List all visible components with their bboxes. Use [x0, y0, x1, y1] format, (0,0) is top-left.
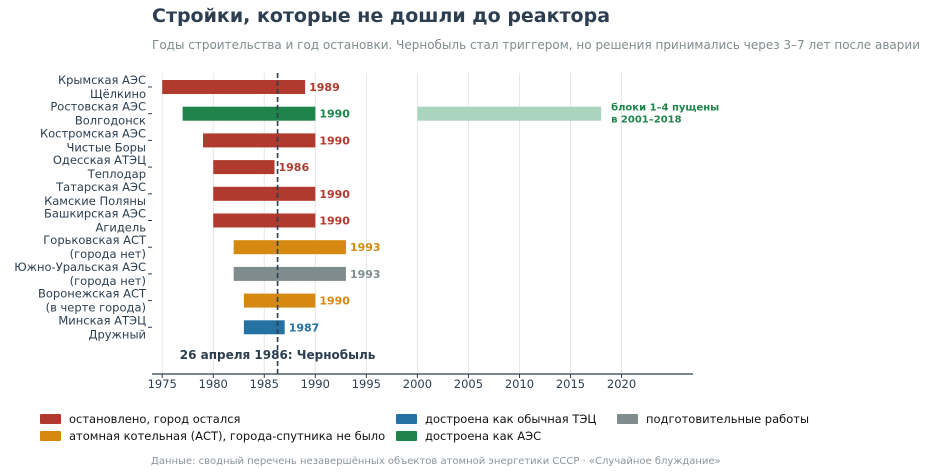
x-tick-label: 2020	[607, 377, 636, 391]
bar-value-label: 1990	[319, 295, 350, 308]
legend-item-prep: подготовительные работы	[617, 412, 809, 426]
x-tick-label: 2010	[505, 377, 534, 391]
bar	[233, 266, 346, 281]
chart-subtitle: Годы строительства и год остановки. Черн…	[152, 38, 920, 52]
row-city: Волгодонск	[75, 114, 146, 128]
legend-swatch	[40, 431, 61, 441]
row-label: Горьковская АСТ (города нет)	[43, 233, 147, 261]
row-label: Татарская АЭС Камские Поляны	[44, 180, 146, 208]
row-city: Камские Поляны	[44, 194, 146, 208]
bar	[182, 106, 316, 121]
bar	[213, 186, 316, 201]
x-tick-label: 1995	[352, 377, 381, 391]
bar-value-label: 1990	[319, 215, 350, 228]
legend-item-stopped: остановлено, город остался	[40, 412, 240, 426]
x-tick-label: 2015	[556, 377, 585, 391]
row-name: Башкирская АЭС	[44, 207, 146, 221]
row-name: Татарская АЭС	[55, 180, 146, 194]
chart-title: Стройки, которые не дошли до реактора	[152, 5, 611, 27]
bar	[203, 133, 316, 148]
row-label: Башкирская АЭС Агидель	[44, 207, 146, 235]
bar-value-label: 1993	[350, 241, 381, 254]
bar	[243, 320, 285, 335]
x-tick-label: 1980	[199, 377, 228, 391]
row-city: Щёлкино	[90, 87, 146, 101]
row-name: Ростовская АЭС	[50, 100, 146, 114]
row-city: (в черте города)	[46, 301, 146, 315]
legend-item-ast: атомная котельная (АСТ), города-спутника…	[40, 429, 385, 443]
legend-swatch	[396, 414, 417, 424]
row-label: Ростовская АЭС Волгодонск	[50, 100, 146, 128]
row-name: Крымская АЭС	[58, 73, 146, 87]
row-city: Теплодар	[87, 167, 146, 181]
bar	[213, 160, 275, 175]
row-name: Одесская АТЭЦ	[53, 153, 146, 167]
bar-value-label: 1990	[319, 134, 350, 147]
x-tick-label: 1990	[301, 377, 330, 391]
row-city: (города нет)	[70, 247, 146, 261]
bar	[233, 240, 346, 255]
x-tick-label: 1985	[250, 377, 279, 391]
row-city: (города нет)	[70, 274, 146, 288]
row-city: Агидель	[95, 221, 146, 235]
gantt-chart: 1975 1980 1985 1990 1995 2000 2005 2010 2015 2020…	[14, 73, 719, 391]
row-name: Воронежская АСТ	[38, 287, 147, 301]
x-tick-label: 2000	[403, 377, 432, 391]
bar-value-label: 1990	[319, 108, 350, 121]
row-label: Южно-Уральская АЭС (города нет)	[14, 260, 146, 288]
row-label: Воронежская АСТ (в черте города)	[38, 287, 147, 315]
bar-value-label: 1989	[309, 81, 340, 94]
row-city: Чистые Боры	[67, 140, 147, 154]
legend-label: достроена как АЭС	[425, 429, 542, 443]
legend-swatch	[40, 414, 61, 424]
row-label: Костромская АЭС Чистые Боры	[40, 126, 146, 154]
legend-swatch	[396, 431, 417, 441]
bar-value-label: 1993	[350, 268, 381, 281]
legend-item-aes: достроена как АЭС	[396, 429, 541, 443]
row-name: Минская АТЭЦ	[58, 313, 146, 327]
bar-value-label: 1986	[278, 161, 309, 174]
legend-label: подготовительные работы	[646, 412, 810, 426]
bar	[162, 80, 306, 94]
x-tick-label: 2005	[454, 377, 483, 391]
row-label: Минская АТЭЦ Дружный	[58, 313, 146, 341]
legend-label: достроена как обычная ТЭЦ	[425, 412, 597, 426]
row-city: Дружный	[88, 327, 146, 341]
row-label: Одесская АТЭЦ Теплодар	[53, 153, 146, 181]
row-name: Южно-Уральская АЭС	[14, 260, 146, 274]
x-tick-label: 1975	[148, 377, 177, 391]
chernobyl-label: 26 апреля 1986: Чернобыль	[180, 348, 376, 362]
bar-extra	[417, 106, 602, 121]
row-label: Крымская АЭС Щёлкино	[58, 73, 146, 101]
row-name: Костромская АЭС	[40, 126, 146, 140]
bar-value-label: 1987	[289, 321, 320, 334]
row-name: Горьковская АСТ	[43, 233, 147, 247]
bar-value-label: 1990	[319, 188, 350, 201]
bar	[243, 293, 316, 308]
bar	[213, 213, 316, 228]
source-note: Данные: сводный перечень незавершённых о…	[151, 456, 721, 467]
extra-note: блоки 1–4 пущены в 2001–2018	[611, 102, 719, 126]
legend: остановлено, город остался атомная котель…	[40, 412, 920, 452]
legend-label: остановлено, город остался	[69, 412, 241, 426]
legend-swatch	[617, 414, 638, 424]
legend-label: атомная котельная (АСТ), города-спутника…	[69, 429, 386, 443]
legend-item-tec: достроена как обычная ТЭЦ	[396, 412, 596, 426]
